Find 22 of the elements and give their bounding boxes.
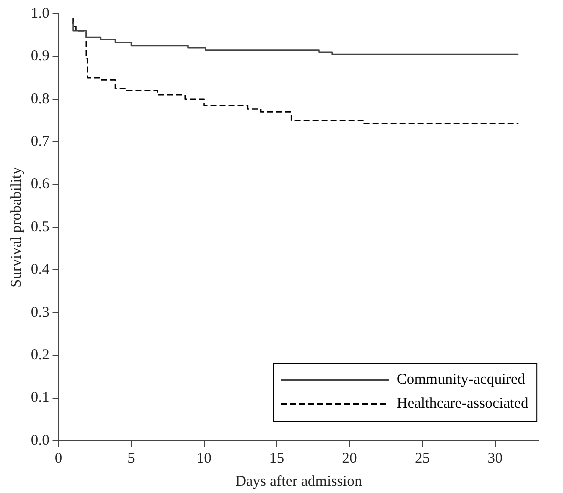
x-tick-label: 15 (270, 450, 285, 467)
x-axis-title: Days after admission (236, 474, 363, 490)
x-tick-label: 25 (415, 450, 430, 467)
y-tick-label: 0.7 (31, 134, 50, 150)
y-tick-label: 0.5 (31, 219, 50, 236)
y-tick-label: 0.6 (31, 176, 50, 193)
x-tick-label: 20 (342, 450, 358, 467)
legend-label: Community-acquired (397, 372, 526, 388)
y-tick-label: 0.4 (31, 262, 50, 278)
y-axis-title: Survival probability (8, 166, 25, 288)
y-tick-label: 1.0 (31, 6, 50, 22)
y-tick-label: 0.0 (31, 432, 50, 449)
x-tick-label: 30 (488, 450, 503, 467)
x-tick-label: 0 (55, 450, 62, 467)
legend-label: Healthcare-associated (397, 396, 529, 412)
y-tick-label: 0.3 (31, 304, 50, 321)
x-tick-label: 10 (196, 450, 212, 467)
y-tick-label: 0.8 (31, 91, 50, 108)
y-tick-label: 0.9 (31, 48, 50, 65)
x-tick-label: 5 (128, 450, 136, 467)
y-tick-label: 0.2 (31, 348, 50, 364)
y-tick-label: 0.1 (31, 390, 50, 406)
